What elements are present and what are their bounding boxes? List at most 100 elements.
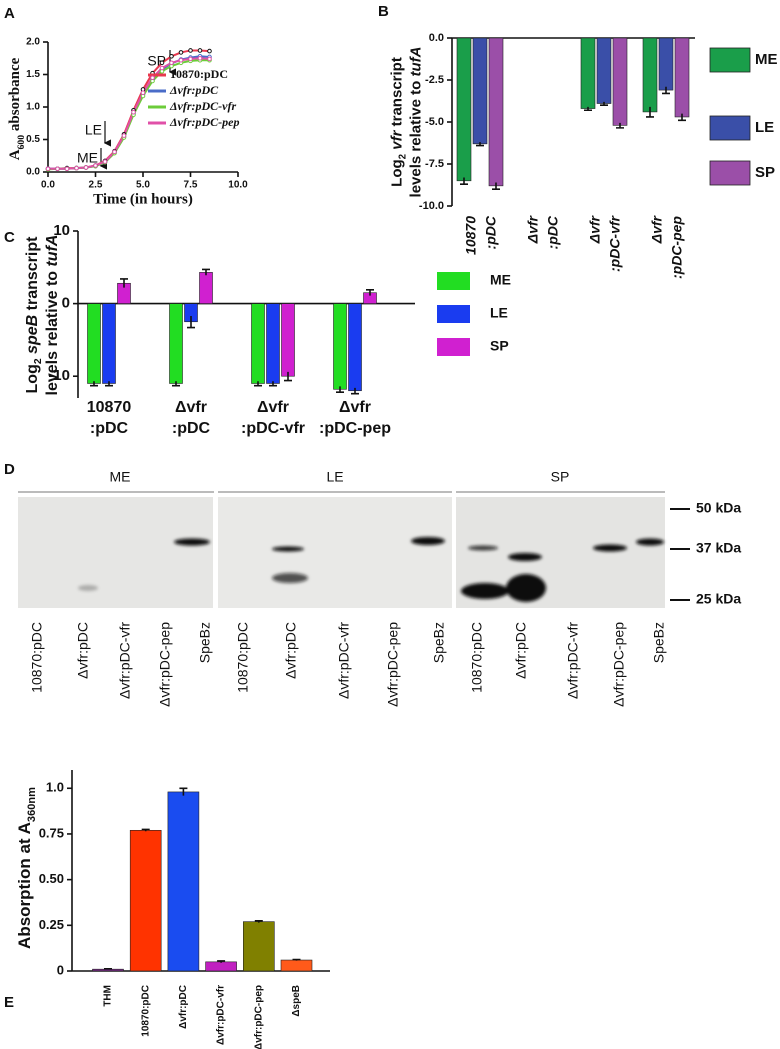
legend-swatch [437, 272, 470, 290]
lane-label: SpeBz [431, 622, 447, 663]
bar [129, 829, 162, 972]
bar [333, 303, 347, 390]
y-tick-label: 0 [57, 962, 64, 977]
x-tick-label: Δvfr [175, 399, 207, 416]
data-point [64, 166, 70, 172]
x-tick-label: :pDC-pep [669, 216, 685, 279]
annotation: SP [147, 53, 166, 69]
error-bar [336, 386, 344, 393]
x-tick-label: :pDC [90, 420, 129, 437]
data-point [169, 54, 174, 59]
lane-label: 10870:pDC [29, 622, 45, 693]
y-tick-label: 10 [53, 222, 70, 239]
axis-label: Log2 speB transcript [24, 236, 44, 394]
data-point [159, 65, 165, 71]
axis-label-part: speB [24, 315, 41, 354]
error-bar [492, 182, 500, 190]
western-blot: D ME LE SP 50 kDa 37 kDa 25 kDa [4, 461, 741, 608]
error-bar [254, 381, 262, 387]
error-bar [202, 268, 210, 276]
y-tick-label: 0 [62, 295, 70, 312]
bar [642, 37, 658, 113]
y-tick-label: -10.0 [419, 200, 444, 212]
lane-label: SpeBz [197, 622, 213, 663]
x-tick-label: ΔspeB [291, 985, 302, 1017]
legend-swatch [437, 305, 470, 323]
x-tick-label: Δvfr:pDC [178, 985, 189, 1029]
x-tick-label: THM [103, 985, 114, 1007]
axis-label-part: levels relative to [407, 77, 424, 198]
axis-label: levels relative to tufA [44, 235, 61, 396]
marker-label: 25 kDa [696, 591, 741, 607]
bands [78, 537, 664, 602]
bar [266, 303, 280, 384]
lane-label: Δvfr:pDC-vfr [117, 622, 133, 699]
x-tick-label: :pDC-pep [319, 420, 391, 437]
lane-label: Δvfr:pDC [283, 622, 299, 679]
x-tick-label: Δvfr:pDC-pep [253, 985, 264, 1049]
data-point [188, 56, 193, 62]
x-tick-label: Δvfr [587, 214, 603, 244]
bar [348, 303, 362, 392]
group-label: SP [551, 469, 570, 485]
lane-label: SpeBz [651, 622, 667, 663]
y-tick-label: -2.5 [425, 74, 444, 86]
y-tick-label: 1.5 [26, 69, 40, 80]
lane-label: Δvfr:pDC [75, 622, 91, 679]
x-tick-label: 10870:pDC [140, 985, 151, 1037]
axis-label: levels relative to tufA [407, 47, 424, 198]
y-tick-label: 0.50 [39, 871, 64, 886]
x-tick-label: 10870 [463, 216, 479, 255]
data-point [102, 159, 108, 164]
data-point [178, 57, 184, 63]
group-label: LE [326, 469, 343, 485]
bar [658, 37, 674, 91]
legend-label: Δvfr:pDC [169, 83, 219, 97]
bar [580, 37, 596, 109]
panel-letter: D [4, 461, 15, 478]
lane-label: Δvfr:pDC-vfr [336, 622, 352, 699]
x-tick-label: 10870 [87, 399, 132, 416]
x-axis-label: Time (in hours) [93, 191, 193, 207]
legend-swatch [709, 160, 751, 186]
axis-label-part: tufA [407, 47, 424, 77]
legend-label: 10870:pDC [170, 67, 228, 81]
x-tick-label: 2.5 [89, 180, 103, 191]
x-tick-label: Δvfr [339, 399, 371, 416]
x-tick-label: 10.0 [228, 180, 248, 191]
data-point [74, 165, 79, 171]
axis-label-part: A [7, 149, 23, 160]
axis-label-part: 2 [398, 153, 409, 159]
axis-label-part: levels relative to [44, 267, 61, 396]
axis-label-part: transcript [24, 236, 41, 315]
error-bar [217, 960, 226, 963]
axis-label: Log2 vfr transcript [389, 57, 409, 187]
error-bar [179, 787, 188, 796]
axis-label-part: transcript [389, 57, 406, 130]
panel-letter: E [4, 994, 14, 1011]
legend-label: SP [755, 164, 775, 181]
legend-label: LE [755, 119, 774, 136]
x-tick-label: :pDC [483, 215, 499, 249]
data-point [178, 50, 184, 55]
bar [280, 959, 313, 972]
marker-label: 50 kDa [696, 500, 741, 516]
axis-label-part: Log [24, 364, 41, 393]
error-bar [678, 113, 686, 122]
error-bar [366, 289, 374, 296]
data-point [93, 163, 98, 168]
data-point [207, 56, 212, 62]
lane-label: Δvfr:pDC-vfr [565, 622, 581, 699]
x-tick-label: :pDC [545, 215, 561, 249]
legend-label: ME [490, 272, 511, 288]
y-tick-label: 1.0 [46, 780, 64, 795]
legend-label: ME [755, 51, 778, 68]
bar [102, 303, 116, 384]
lane-label: Δvfr:pDC-pep [157, 622, 173, 707]
bar [205, 961, 237, 972]
lane-label: Δvfr:pDC [513, 622, 529, 679]
error-bar [584, 106, 592, 112]
error-bar [476, 142, 484, 147]
bar [167, 791, 200, 972]
error-bar [460, 177, 468, 185]
